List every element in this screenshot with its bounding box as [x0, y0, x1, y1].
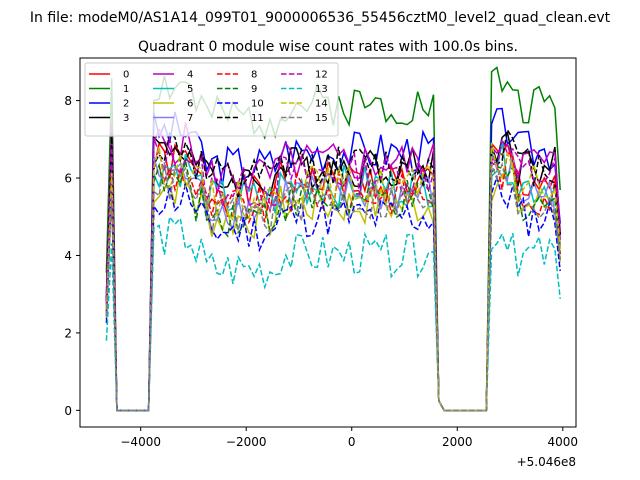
- series-line-13: [105, 215, 561, 412]
- x-tick-label: 0: [348, 435, 356, 449]
- y-tick-label: 2: [64, 326, 72, 340]
- legend-label-8: 8: [251, 70, 257, 81]
- x-tick-label: −2000: [226, 435, 267, 449]
- chart-title: Quadrant 0 module wise count rates with …: [138, 39, 518, 55]
- legend-label-10: 10: [251, 99, 264, 110]
- y-axis: 0 2 4 6 8: [64, 94, 80, 418]
- legend-label-15: 15: [315, 113, 328, 124]
- x-axis-offset-label: +5.046e8: [517, 455, 576, 469]
- x-axis: −4000 −2000 0 2000 4000: [120, 427, 578, 449]
- legend-label-0: 0: [123, 70, 129, 81]
- y-tick-label: 0: [64, 404, 72, 418]
- series-line-11: [105, 127, 561, 412]
- legend-label-1: 1: [123, 84, 129, 95]
- legend-label-12: 12: [315, 70, 328, 81]
- series-line-10: [105, 174, 561, 412]
- x-tick-label: 2000: [442, 435, 473, 449]
- legend-label-4: 4: [187, 70, 193, 81]
- chart-suptitle: In file: modeM0/AS1A14_099T01_9000006536…: [30, 10, 611, 26]
- plot-frame: [79, 57, 577, 428]
- series-line-14: [105, 142, 561, 412]
- legend-label-2: 2: [123, 99, 129, 110]
- y-tick-label: 4: [64, 249, 72, 263]
- legend-label-7: 7: [187, 113, 193, 124]
- x-tick-label: −4000: [120, 435, 161, 449]
- legend-label-3: 3: [123, 113, 129, 124]
- legend-label-6: 6: [187, 99, 193, 110]
- legend-box: [84, 62, 339, 137]
- legend-label-5: 5: [187, 84, 193, 95]
- legend-label-13: 13: [315, 84, 328, 95]
- legend-label-9: 9: [251, 84, 257, 95]
- legend-label-11: 11: [251, 113, 264, 124]
- y-tick-label: 6: [64, 172, 72, 186]
- legend-label-14: 14: [315, 99, 328, 110]
- x-tick-label: 4000: [548, 435, 579, 449]
- y-tick-label: 8: [64, 94, 72, 108]
